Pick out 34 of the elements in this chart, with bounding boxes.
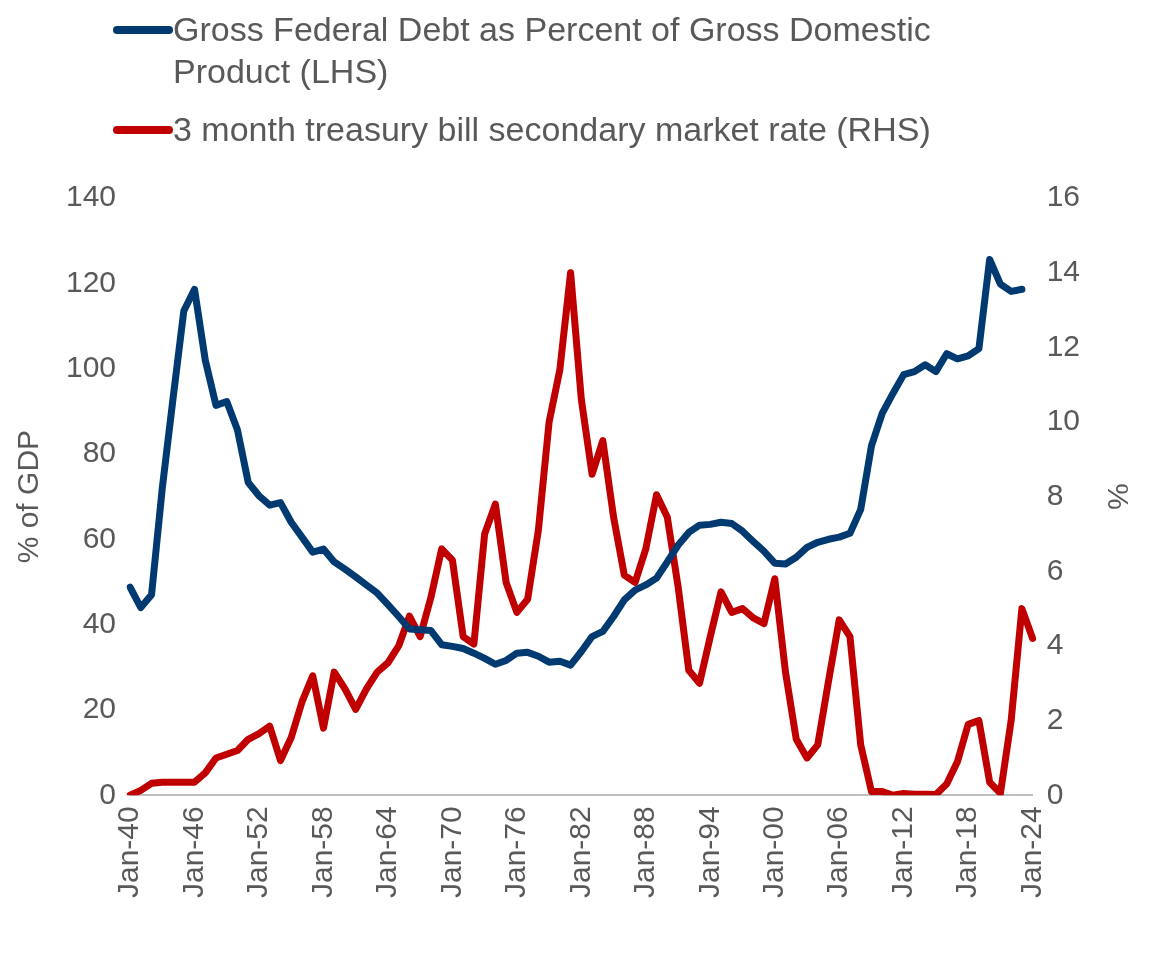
- y2-tick-label: 6: [1046, 552, 1064, 586]
- x-tick-label: Jan-82: [562, 806, 596, 899]
- x-tick-label: Jan-06: [820, 806, 854, 899]
- y-axis-title: % of GDP: [11, 429, 45, 564]
- x-tick-label: Jan-94: [691, 806, 725, 899]
- x-tick-label: Jan-64: [369, 806, 403, 899]
- y2-tick-label: 4: [1046, 627, 1064, 661]
- y2-tick-label: 14: [1046, 253, 1081, 287]
- x-tick-label: Jan-46: [175, 806, 209, 899]
- x-tick-label: Jan-18: [949, 806, 983, 899]
- y2-tick-label: 16: [1046, 179, 1081, 213]
- y2-axis-title: %: [1101, 483, 1135, 510]
- y2-tick-label: 12: [1046, 328, 1081, 362]
- x-tick-label: Jan-52: [240, 806, 274, 899]
- y2-tick-label: 8: [1046, 477, 1064, 511]
- y-tick-label: 80: [82, 435, 117, 469]
- y-tick-label: 100: [65, 349, 117, 383]
- x-tick-label: Jan-76: [498, 806, 532, 899]
- y2-tick-label: 2: [1046, 701, 1064, 735]
- x-tick-label: Jan-12: [884, 806, 918, 899]
- legend-label: 3 month treasury bill secondary market rate (RHS): [173, 109, 931, 150]
- x-tick-label: Jan-88: [627, 806, 661, 899]
- y-tick-label: 140: [65, 179, 117, 213]
- x-tick-label: Jan-58: [304, 806, 338, 899]
- x-tick-label: Jan-70: [433, 806, 467, 899]
- y-tick-label: 60: [82, 520, 117, 554]
- x-tick-label: Jan-24: [1013, 806, 1047, 899]
- y-tick-label: 40: [82, 605, 117, 639]
- y-tick-label: 120: [65, 264, 117, 298]
- x-tick-label: Jan-00: [756, 806, 790, 899]
- legend-label: Gross Federal Debt as Percent of Gross Domestic Product (LHS): [173, 9, 932, 92]
- y-tick-label: 20: [82, 691, 117, 725]
- y2-tick-label: 0: [1046, 776, 1064, 810]
- y2-tick-label: 10: [1046, 403, 1081, 437]
